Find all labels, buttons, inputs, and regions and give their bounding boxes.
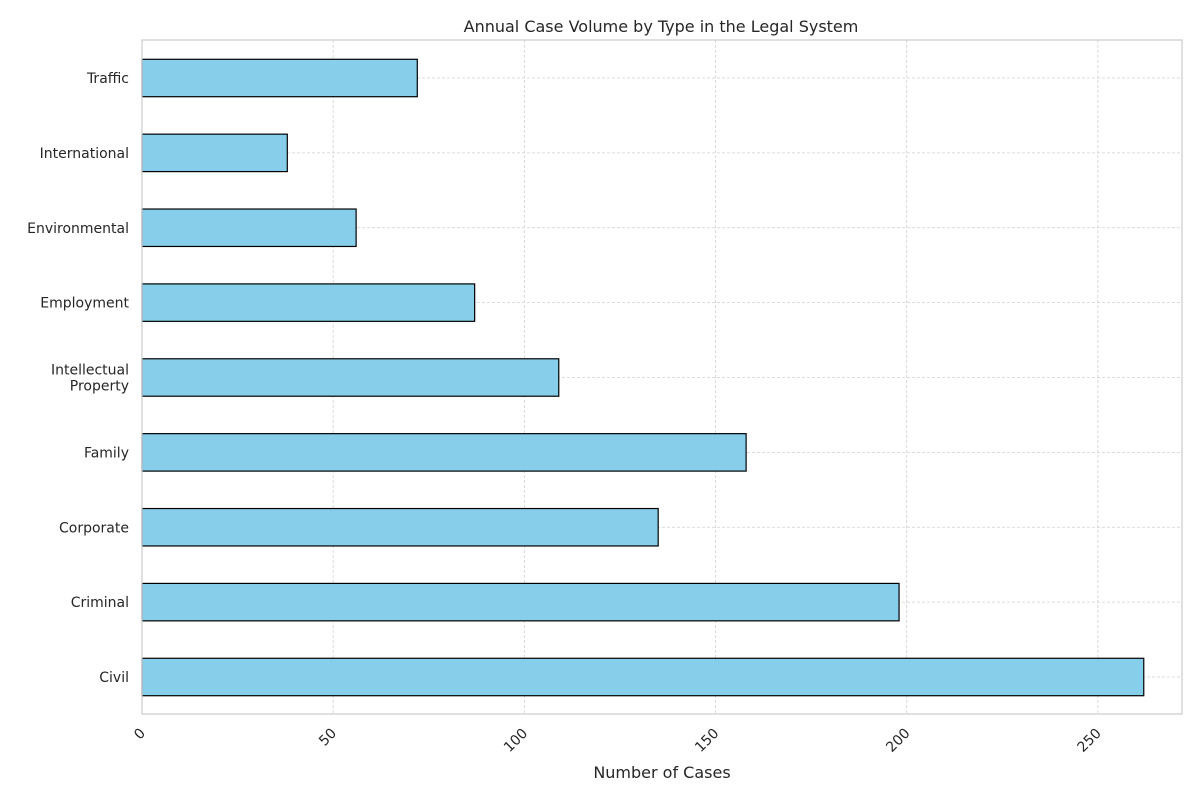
x-tick-label: 100 (501, 726, 531, 756)
x-tick-labels: 0 50 100 150 200 250 (131, 726, 1105, 756)
x-tick-label: 0 (131, 726, 149, 744)
x-tick-label: 50 (316, 726, 340, 750)
y-tick-label-line: Civil (99, 670, 129, 686)
y-tick-label: Employment (40, 296, 129, 312)
bar-traffic (141, 58, 418, 98)
y-tick-label-line: Traffic (86, 71, 129, 87)
y-tick-label: Environmental (27, 221, 129, 237)
y-tick-label-line: Criminal (71, 595, 129, 611)
bar-environmental (141, 208, 357, 248)
bar-civil (141, 657, 1145, 697)
bar-international (141, 133, 288, 173)
bar-intellectual-property (141, 358, 560, 397)
bar-corporate (141, 507, 659, 547)
y-tick-labels: Civil Criminal Corporate Family Intellectual… (27, 71, 129, 686)
y-tick-label-line: Family (84, 445, 129, 461)
y-tick-label-line: Corporate (59, 520, 129, 536)
bar-criminal (141, 582, 900, 622)
bars (141, 58, 1145, 697)
y-tick-label: Civil (99, 670, 129, 686)
y-tick-label-line: Intellectual (51, 363, 129, 379)
y-tick-label: International (40, 146, 129, 162)
x-tick-label: 250 (1074, 726, 1104, 756)
y-tick-label-line: Property (70, 379, 129, 395)
bar-employment (141, 283, 476, 322)
y-tick-label: Intellectual Property (51, 363, 129, 395)
y-tick-label: Family (84, 445, 129, 461)
y-tick-label-line: International (40, 146, 129, 162)
y-tick-label: Corporate (59, 520, 129, 536)
y-tick-label: Criminal (71, 595, 129, 611)
y-tick-label: Traffic (86, 71, 129, 87)
x-axis-label: Number of Cases (593, 763, 730, 782)
x-tick-label: 150 (692, 726, 722, 756)
y-tick-label-line: Environmental (27, 221, 129, 237)
y-tick-label-line: Employment (40, 296, 129, 312)
x-tick-label: 200 (883, 726, 913, 756)
plot-frame (141, 39, 1183, 715)
chart-title: Annual Case Volume by Type in the Legal … (464, 17, 859, 36)
bar-family (141, 433, 747, 472)
